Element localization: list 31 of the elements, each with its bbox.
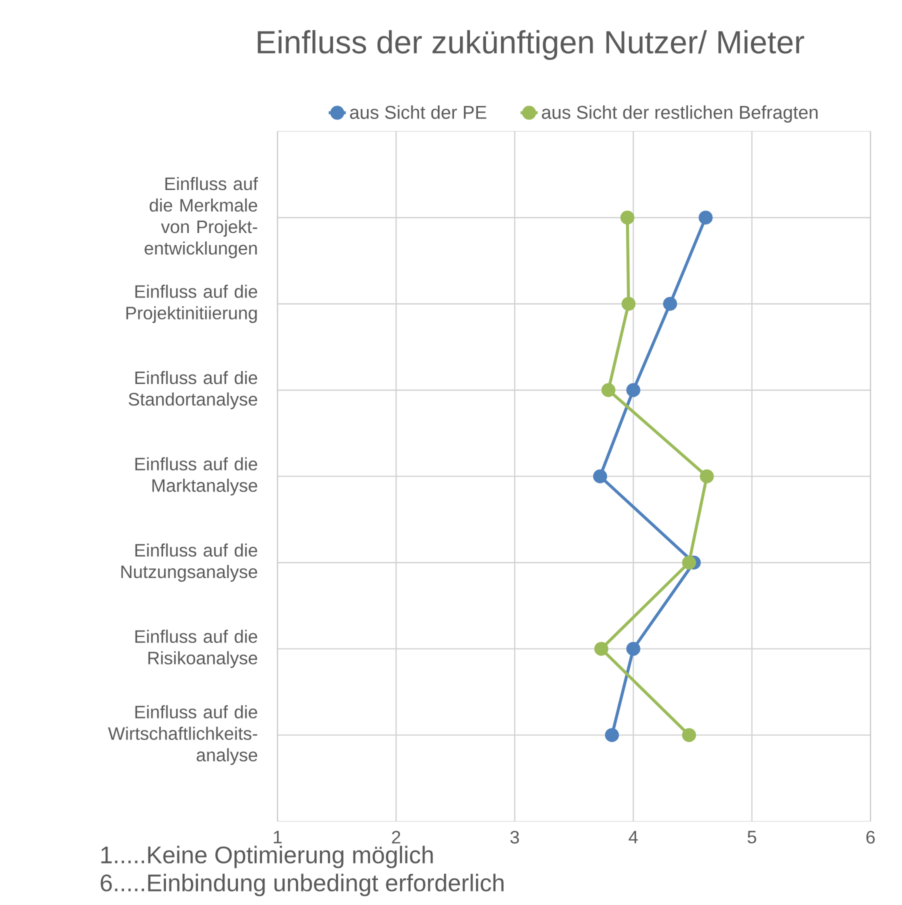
y-tick-label: Einfluss auf die Marktanalyse (135, 457, 258, 496)
point (700, 469, 714, 484)
y-tick-label: Einfluss auf die Projektinitiierung (126, 284, 258, 323)
legend-label: aus Sicht der restlichen Befragten (542, 105, 818, 123)
x-tick-label: 4 (628, 830, 638, 844)
y-tick-label: Einfluss auf die Nutzungsanalyse (121, 543, 258, 582)
point (698, 210, 713, 225)
x-tick-label: 5 (748, 830, 756, 844)
y-tick-label: Einfluss auf die Wirtschaftlichkeits-analyse (108, 705, 258, 765)
point (601, 383, 616, 398)
x-tick-label: 6 (866, 830, 875, 844)
point (622, 296, 636, 311)
point (604, 728, 619, 742)
x-tick-label: 1 (274, 830, 282, 844)
point (626, 642, 640, 656)
point (663, 296, 678, 311)
x-tick-label: 2 (392, 830, 400, 844)
point (626, 383, 640, 398)
text: 6.....Einbindung unbedingt erforderlich (100, 874, 504, 896)
point (682, 728, 696, 742)
y-tick-label: Einfluss auf die Risikoanalyse (135, 630, 258, 668)
y-tick-label: Einfluss auf die Merkmale von Projekt-entwicklungen (144, 176, 258, 258)
point (594, 642, 608, 656)
chart-title: Einfluss der zukünftigen Nutzer/ Mieter (258, 30, 804, 60)
y-tick-label: Einfluss auf die Standortanalyse (128, 370, 258, 410)
point (593, 469, 608, 484)
text: 1.....Keine Optimierung möglich (101, 846, 433, 868)
x-tick-label: 3 (510, 830, 519, 844)
legend-label: aus Sicht der PE (350, 105, 486, 119)
point (682, 556, 696, 570)
point (620, 210, 634, 225)
